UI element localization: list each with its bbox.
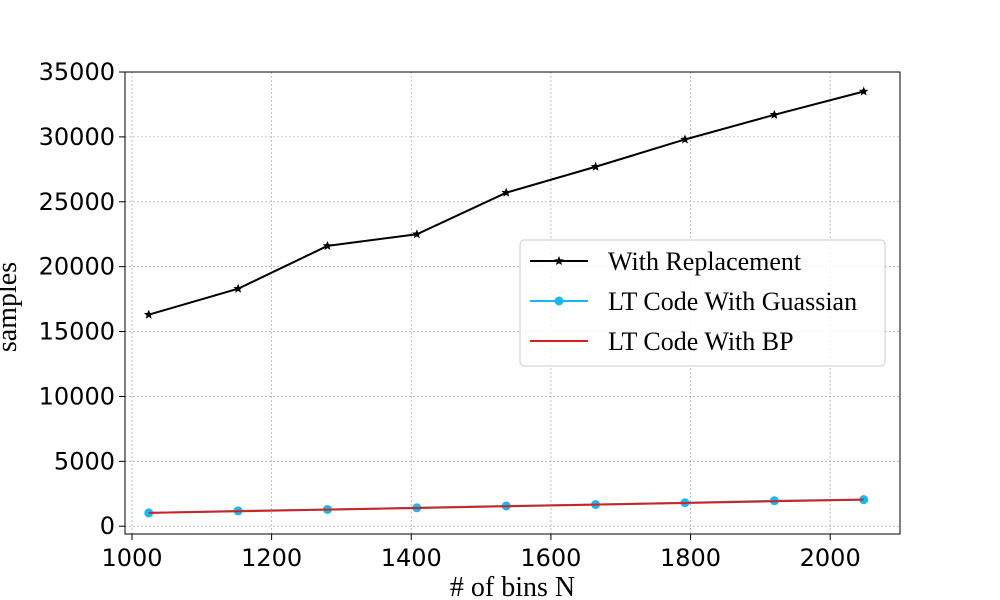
- data-point: [412, 229, 422, 239]
- y-tick-label: 20000: [39, 253, 115, 281]
- y-tick-label: 15000: [39, 318, 115, 346]
- legend-label: LT Code With Guassian: [608, 287, 857, 316]
- data-point: [322, 240, 333, 250]
- plot-frame: [124, 71, 901, 535]
- y-tick-label: 35000: [39, 58, 115, 86]
- data-point: [143, 309, 154, 319]
- x-axis-title: # of bins N: [450, 572, 575, 600]
- axis-ticks: 1000 1200 1400 1600 1800 20000500010000150002…: [39, 58, 861, 572]
- series-layer: [143, 86, 869, 518]
- y-axis-title: samples: [0, 262, 23, 352]
- legend: With Replacement LT Code With Guassian LT …: [519, 239, 886, 367]
- data-point: [680, 134, 690, 144]
- data-point: [501, 187, 511, 197]
- data-point: [144, 508, 154, 518]
- y-tick-label: 5000: [54, 447, 115, 475]
- y-tick-label: 30000: [39, 123, 115, 151]
- y-tick-label: 0: [100, 512, 115, 540]
- series-2: [148, 498, 864, 514]
- x-tick-label: 1600: [520, 544, 581, 572]
- data-point: [590, 161, 601, 171]
- x-tick-label: 1400: [381, 544, 442, 572]
- data-point: [769, 109, 780, 119]
- data-point: [859, 495, 869, 505]
- x-tick-label: 1200: [241, 544, 302, 572]
- data-point: [233, 283, 243, 293]
- y-tick-label: 10000: [39, 382, 115, 410]
- y-tick-label: 25000: [39, 188, 115, 216]
- legend-marker: [554, 296, 564, 306]
- legend-entry: LT Code With BP: [530, 327, 794, 356]
- legend-entry: With Replacement: [530, 247, 802, 276]
- data-point: [858, 86, 869, 96]
- legend-marker: [554, 256, 564, 266]
- series-line: [148, 498, 864, 514]
- x-tick-label: 1800: [660, 544, 721, 572]
- legend-label: LT Code With BP: [608, 327, 794, 356]
- x-tick-label: 2000: [800, 544, 861, 572]
- legend-entry: LT Code With Guassian: [530, 287, 857, 316]
- legend-box: [519, 239, 886, 367]
- series-0: [143, 86, 869, 319]
- legend-label: With Replacement: [608, 247, 802, 276]
- x-tick-label: 1000: [101, 544, 162, 572]
